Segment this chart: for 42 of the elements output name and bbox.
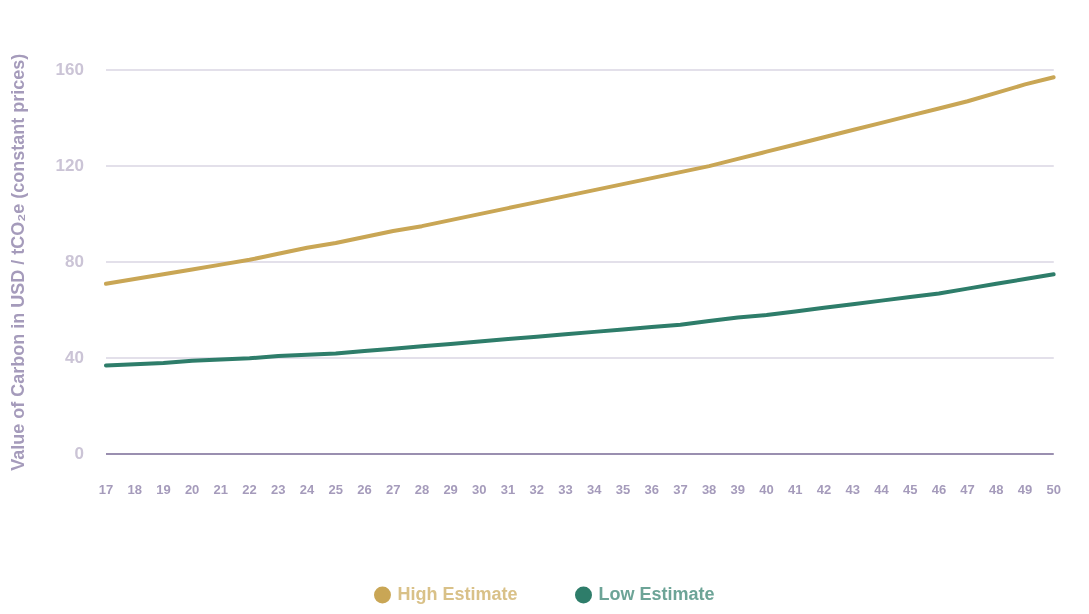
x-tick-label: 34 <box>586 481 603 497</box>
x-tick-label: 17 <box>98 481 114 497</box>
y-tick-label: 40 <box>65 347 84 367</box>
x-tick-label: 47 <box>960 481 975 497</box>
x-tick-label: 45 <box>902 481 918 497</box>
x-tick-label: 31 <box>500 481 516 497</box>
x-tick-label: 46 <box>931 481 947 497</box>
x-tick-label: 33 <box>558 481 573 497</box>
legend-label: Low Estimate <box>598 583 715 604</box>
x-tick-label: 36 <box>644 481 659 497</box>
x-tick-label: 29 <box>443 481 458 497</box>
x-tick-label: 30 <box>472 481 487 497</box>
x-tick-label: 20 <box>184 481 200 497</box>
x-tick-label: 24 <box>299 481 316 497</box>
x-tick-label: 26 <box>357 481 372 497</box>
y-tick-label: 80 <box>65 251 84 271</box>
y-tick-label: 120 <box>55 155 84 175</box>
x-tick-label: 32 <box>529 481 545 497</box>
x-tick-label: 39 <box>730 481 746 497</box>
x-tick-label: 25 <box>328 481 343 497</box>
x-tick-label: 41 <box>788 481 803 497</box>
x-tick-label: 50 <box>1046 481 1061 497</box>
x-tick-label: 28 <box>414 481 430 497</box>
x-tick-label: 35 <box>615 481 631 497</box>
x-tick-label: 48 <box>989 481 1004 497</box>
x-tick-label: 22 <box>242 481 257 497</box>
x-tick-label: 44 <box>874 481 890 497</box>
x-tick-label: 40 <box>759 481 774 497</box>
x-tick-label: 27 <box>385 481 401 497</box>
y-tick-label: 160 <box>55 59 84 79</box>
x-tick-label: 42 <box>816 481 832 497</box>
x-tick-label: 43 <box>845 481 860 497</box>
legend-label: High Estimate <box>397 583 518 604</box>
x-tick-label: 21 <box>213 481 229 497</box>
y-tick-label: 0 <box>74 444 84 464</box>
y-axis-title: Value of Carbon in USD / tCO₂e (constant prices) <box>7 53 28 471</box>
x-tick-label: 49 <box>1017 481 1033 497</box>
x-tick-label: 18 <box>127 481 142 497</box>
x-tick-label: 23 <box>271 481 286 497</box>
x-tick-label: 19 <box>156 481 171 497</box>
x-tick-label: 38 <box>701 481 717 497</box>
x-tick-label: 37 <box>673 481 688 497</box>
